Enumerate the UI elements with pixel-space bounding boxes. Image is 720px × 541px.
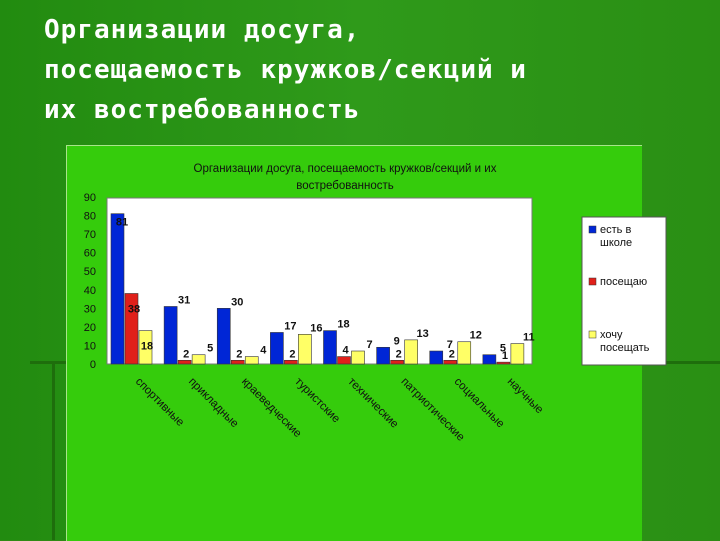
bar-value-label-1-0: 38: [128, 303, 140, 315]
bar-0-7: [482, 354, 497, 365]
legend-swatch-1: [588, 277, 597, 286]
bar-value-label-0-7: 5: [500, 343, 506, 355]
legend-label-2: хочу посещать: [600, 329, 650, 354]
bar-value-label-2-0: 18: [141, 341, 153, 353]
legend-label-1: посещаю: [600, 276, 647, 288]
bar-value-label-1-6: 2: [449, 348, 455, 360]
bar-2-1: [191, 354, 206, 365]
y-tick-label: 30: [84, 303, 96, 315]
bar-value-label-0-4: 18: [337, 319, 349, 331]
y-tick-label: 80: [84, 211, 96, 223]
bar-2-5: [404, 339, 418, 365]
bar-value-label-2-4: 7: [366, 339, 372, 351]
bar-2-6: [457, 341, 472, 365]
x-tick-label: технические: [345, 376, 400, 431]
legend-label-0: есть в школе: [600, 224, 632, 249]
bar-1-2: [230, 359, 245, 365]
bar-2-2: [244, 356, 259, 365]
bar-value-label-1-5: 2: [396, 348, 402, 360]
x-tick-label: прикладные: [186, 376, 240, 430]
y-tick-label: 60: [84, 248, 96, 260]
bar-0-6: [429, 350, 444, 365]
bar-0-1: [163, 306, 178, 365]
x-tick-label: спортивные: [133, 376, 186, 429]
bar-0-2: [216, 308, 231, 365]
bar-2-3: [298, 334, 312, 365]
y-tick-label: 0: [90, 359, 96, 371]
y-tick-label: 10: [84, 340, 96, 352]
bar-value-label-2-5: 13: [417, 328, 429, 340]
bar-value-label-0-5: 9: [394, 335, 400, 347]
bar-value-label-0-1: 31: [178, 294, 190, 306]
bar-2-7: [510, 343, 525, 365]
x-tick-label: туристские: [292, 376, 342, 426]
bar-1-4: [337, 356, 351, 365]
bar-1-3: [284, 359, 298, 365]
bar-value-label-2-7: 11: [523, 332, 535, 344]
bar-value-label-2-3: 16: [310, 322, 322, 334]
bar-value-label-0-2: 30: [231, 296, 243, 308]
decorative-vertical-line: [52, 364, 55, 540]
bar-value-label-2-6: 12: [470, 330, 482, 342]
bar-value-label-2-1: 5: [207, 343, 213, 355]
bar-value-label-1-7: 1: [502, 350, 508, 362]
legend-swatch-0: [588, 225, 597, 234]
x-tick-label: научные: [505, 376, 546, 417]
bar-value-label-0-6: 7: [447, 339, 453, 351]
bar-value-label-2-2: 4: [260, 345, 267, 357]
bar-value-label-1-2: 2: [236, 348, 242, 360]
bar-1-1: [177, 359, 192, 365]
bar-0-5: [376, 346, 390, 365]
y-tick-label: 40: [84, 285, 96, 297]
slide-title: Организации досуга, посещаемость кружков…: [44, 15, 527, 125]
bar-value-label-1-3: 2: [289, 348, 295, 360]
bar-value-label-0-3: 17: [284, 320, 296, 332]
bar-0-3: [270, 332, 284, 365]
legend-swatch-2: [588, 330, 597, 339]
y-tick-label: 90: [84, 192, 96, 204]
chart-title-line-1: Организации досуга, посещаемость кружков…: [194, 163, 497, 175]
bar-value-label-1-4: 4: [342, 345, 349, 357]
bar-1-0: [124, 293, 139, 365]
plot-area: [106, 197, 533, 365]
bar-0-4: [323, 330, 337, 365]
bar-value-label-0-0: 81: [116, 217, 128, 229]
bar-2-0: [138, 330, 153, 365]
bar-1-7: [496, 361, 511, 365]
y-tick-label: 20: [84, 322, 96, 334]
bar-1-6: [443, 359, 458, 365]
bar-1-5: [390, 359, 404, 365]
legend-box: [581, 216, 667, 366]
x-tick-label: социальные: [452, 376, 507, 431]
bar-value-label-1-1: 2: [183, 348, 189, 360]
bar-2-4: [351, 350, 365, 365]
y-tick-label: 50: [84, 266, 96, 278]
y-tick-label: 70: [84, 229, 96, 241]
chart-title-line-2: востребованность: [296, 180, 394, 192]
bar-0-0: [110, 213, 125, 365]
